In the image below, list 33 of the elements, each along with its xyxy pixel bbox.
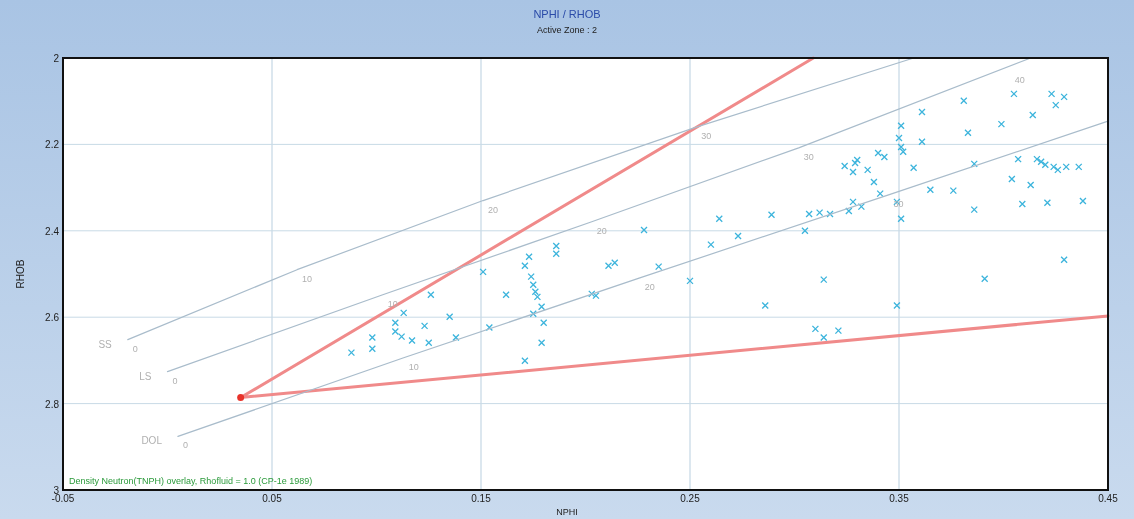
annotation: Density Neutron(TNPH) overlay, Rhofluid = 1.0 (CP-1e 1989) <box>69 476 313 486</box>
annotation: 0 <box>182 440 188 451</box>
annotation: 20 <box>644 281 655 292</box>
x-tick-label: -0.05 <box>51 493 75 504</box>
annotation: 30 <box>803 151 814 162</box>
annotation: 10 <box>302 273 313 284</box>
chart-subtitle: Active Zone : 2 <box>536 25 598 35</box>
annotation: 0 <box>172 375 178 386</box>
x-tick-label: 0.25 <box>680 493 701 504</box>
y-tick-label: 2.6 <box>45 312 60 324</box>
y-tick-label: 2 <box>53 53 60 64</box>
x-tick-label: 0.45 <box>1098 493 1119 504</box>
y-tick-label: 3 <box>53 485 60 496</box>
series-label: SS <box>98 338 113 350</box>
y-tick-label: 2.8 <box>45 398 60 410</box>
y-tick-label: 2.2 <box>45 139 60 151</box>
x-tick-label: 0.05 <box>262 493 283 504</box>
annotation: 20 <box>488 204 499 215</box>
annotation: 0 <box>132 343 138 354</box>
annotation: 20 <box>596 225 607 236</box>
annotation: 10 <box>408 361 419 372</box>
line-series <box>177 120 1109 438</box>
line-series <box>166 57 1032 373</box>
x-tick-label: 0.35 <box>889 493 910 504</box>
annotation: 30 <box>701 131 712 142</box>
chart-title: NPHI / RHOB <box>533 8 601 20</box>
y-axis-title: RHOB <box>15 259 26 289</box>
x-axis-title: NPHI <box>556 507 578 517</box>
y-tick-label: 2.4 <box>45 225 60 237</box>
series-label: DOL <box>141 435 163 447</box>
series-label: LS <box>139 370 152 382</box>
x-tick-label: 0.15 <box>471 493 492 504</box>
annotation: 40 <box>1014 74 1025 85</box>
